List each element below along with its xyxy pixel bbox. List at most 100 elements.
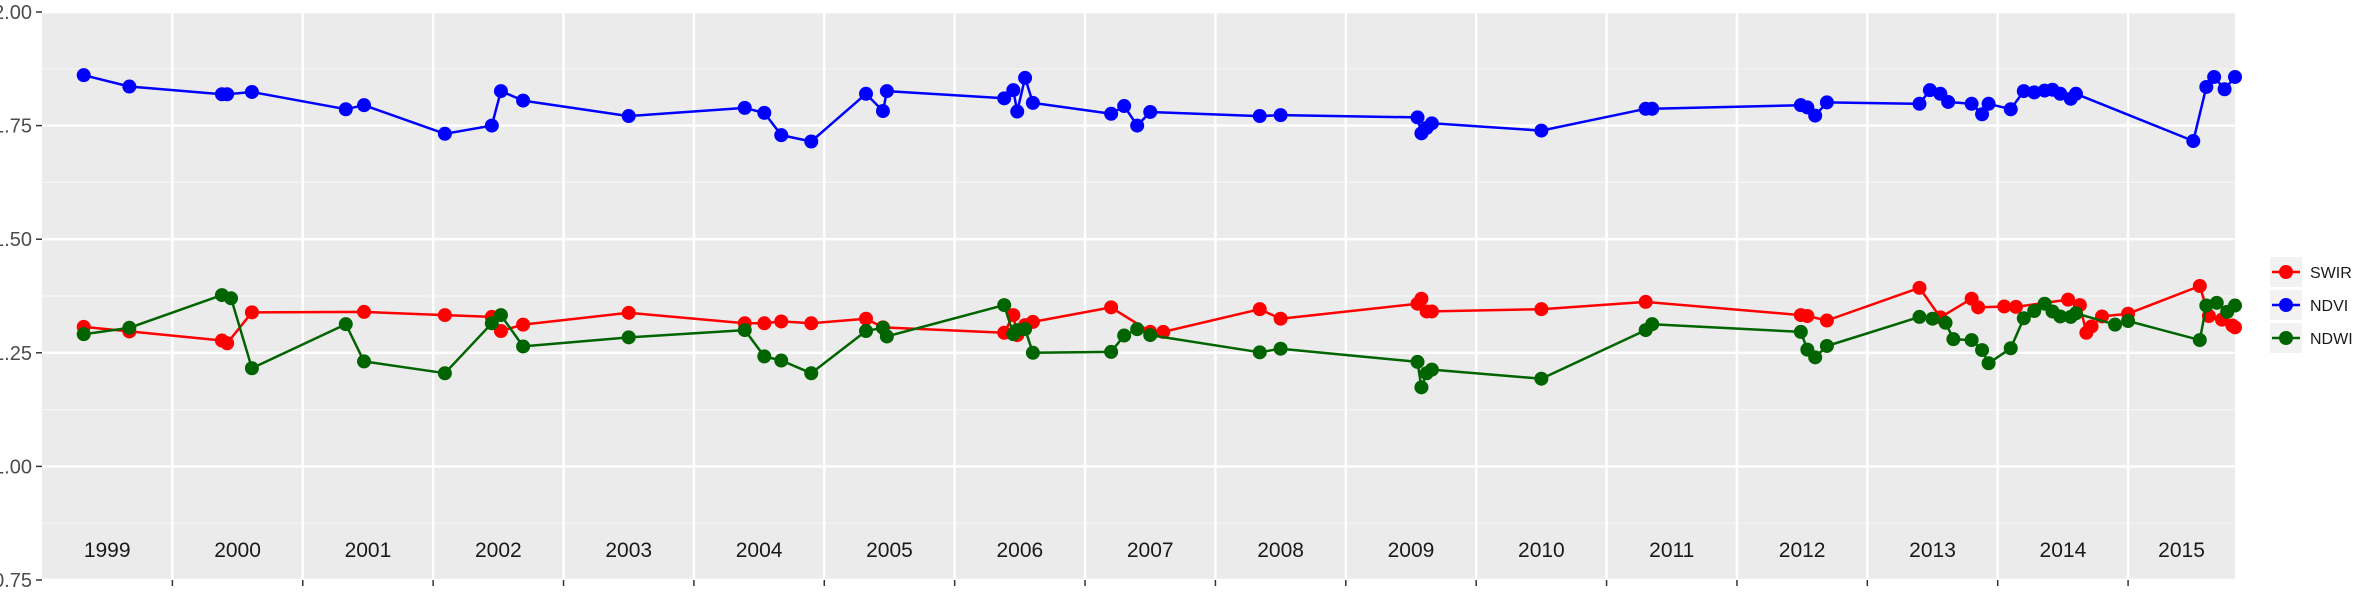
year-label: 2007 <box>1127 539 1174 562</box>
data-point-ndwi <box>1975 343 1990 358</box>
year-label: 2008 <box>1257 539 1304 562</box>
data-point-ndwi <box>1424 362 1439 377</box>
data-point-swir <box>493 323 508 338</box>
data-point-ndwi <box>737 323 752 338</box>
data-point-ndwi <box>1414 380 1429 395</box>
data-point-ndwi <box>76 327 91 342</box>
data-point-ndwi <box>1534 371 1549 386</box>
data-point-swir <box>859 311 874 326</box>
data-point-swir <box>1273 311 1288 326</box>
series-ndvi <box>76 68 2242 149</box>
year-labels: 1999 2000 2001 2002 2003 2004 2005 2006 2007 2008… <box>84 539 2205 562</box>
data-point-ndvi <box>1912 96 1927 111</box>
data-point-ndwi <box>1143 328 1158 343</box>
legend-label: SWIR <box>2310 265 2352 282</box>
year-label: 2009 <box>1388 539 1435 562</box>
legend-item-ndvi: NDVI <box>2270 290 2348 320</box>
data-point-ndvi <box>1534 123 1549 138</box>
data-point-ndwi <box>1273 341 1288 356</box>
data-point-ndvi <box>1645 101 1660 116</box>
data-point-ndvi <box>1424 116 1439 131</box>
legend-label: NDWI <box>2310 331 2353 348</box>
year-label: 2015 <box>2158 539 2205 562</box>
data-point-ndvi <box>220 87 235 102</box>
data-point-ndvi <box>1975 107 1990 122</box>
x-axis <box>171 580 2129 586</box>
data-point-ndvi <box>859 86 874 101</box>
data-point-ndvi <box>1410 110 1425 125</box>
data-point-swir <box>2228 320 2242 335</box>
data-point-ndvi <box>2068 86 2083 101</box>
data-point-swir <box>1424 304 1439 319</box>
data-point-ndwi <box>484 316 499 331</box>
y-tick-label: 1.50 <box>0 229 32 251</box>
data-point-ndwi <box>757 349 772 364</box>
year-label: 1999 <box>84 539 131 562</box>
data-point-ndvi <box>2228 69 2242 84</box>
data-point-ndvi <box>1252 109 1267 124</box>
data-point-ndwi <box>1938 315 1953 330</box>
y-tick-label: 2.00 <box>0 2 32 24</box>
data-point-ndwi <box>1981 356 1996 371</box>
data-point-ndvi <box>621 109 636 124</box>
data-point-ndwi <box>2228 298 2242 313</box>
data-point-ndvi <box>2053 86 2068 101</box>
data-point-ndvi <box>338 102 353 117</box>
year-label: 2001 <box>345 539 392 562</box>
data-point-ndvi <box>1964 96 1979 111</box>
data-point-ndwi <box>1018 322 1033 337</box>
data-point-ndvi <box>1130 118 1145 133</box>
data-point-ndwi <box>1793 324 1808 339</box>
data-point-ndwi <box>1912 309 1927 324</box>
data-point-swir <box>804 316 819 331</box>
data-point-ndvi <box>774 128 789 143</box>
data-point-ndwi <box>122 320 137 335</box>
year-label: 2006 <box>996 539 1043 562</box>
y-tick-label: 0.75 <box>0 570 32 592</box>
data-point-ndvi <box>1941 94 1956 109</box>
year-label: 2004 <box>736 539 783 562</box>
y-axis: 0.75 1.00 1.25 1.50 1.75 2.00 <box>0 2 42 592</box>
data-point-ndwi <box>2108 317 2123 332</box>
data-point-ndwi <box>2209 295 2224 310</box>
data-point-ndwi <box>1252 345 1267 360</box>
data-point-ndwi <box>2053 309 2068 324</box>
legend-key-point <box>2279 265 2293 279</box>
data-point-swir <box>1912 280 1927 295</box>
legend-key-point <box>2279 298 2293 312</box>
data-point-ndvi <box>2016 84 2031 99</box>
data-point-swir <box>2192 279 2207 294</box>
data-point-ndvi <box>437 126 452 141</box>
year-label: 2002 <box>475 539 522 562</box>
data-point-ndwi <box>1025 345 1040 360</box>
data-point-ndvi <box>2217 82 2232 97</box>
data-point-ndvi <box>1981 96 1996 111</box>
data-point-swir <box>437 308 452 323</box>
data-point-ndvi <box>1117 99 1132 114</box>
data-point-ndwi <box>516 339 531 354</box>
data-point-ndwi <box>621 330 636 345</box>
legend-item-ndwi: NDWI <box>2270 323 2353 353</box>
data-point-ndvi <box>737 100 752 115</box>
year-label: 2014 <box>2040 539 2087 562</box>
data-point-ndvi <box>2186 134 2201 149</box>
year-label: 2010 <box>1518 539 1565 562</box>
year-label: 2013 <box>1909 539 1956 562</box>
data-point-ndvi <box>76 68 91 83</box>
data-point-ndwi <box>2016 311 2031 326</box>
data-point-ndvi <box>2199 79 2214 94</box>
legend-key-point <box>2279 331 2293 345</box>
series-swir <box>76 279 2242 351</box>
data-point-swir <box>1638 294 1653 309</box>
data-point-swir <box>1534 302 1549 317</box>
data-point-ndwi <box>1104 344 1119 359</box>
data-point-ndwi <box>1946 332 1961 347</box>
data-point-swir <box>1819 313 1834 328</box>
y-tick-label: 1.75 <box>0 116 32 138</box>
data-point-ndwi <box>1925 311 1940 326</box>
data-point-ndwi <box>1117 328 1132 343</box>
data-point-swir <box>516 317 531 332</box>
data-point-swir <box>1800 308 1815 323</box>
data-point-ndwi <box>2121 313 2136 328</box>
